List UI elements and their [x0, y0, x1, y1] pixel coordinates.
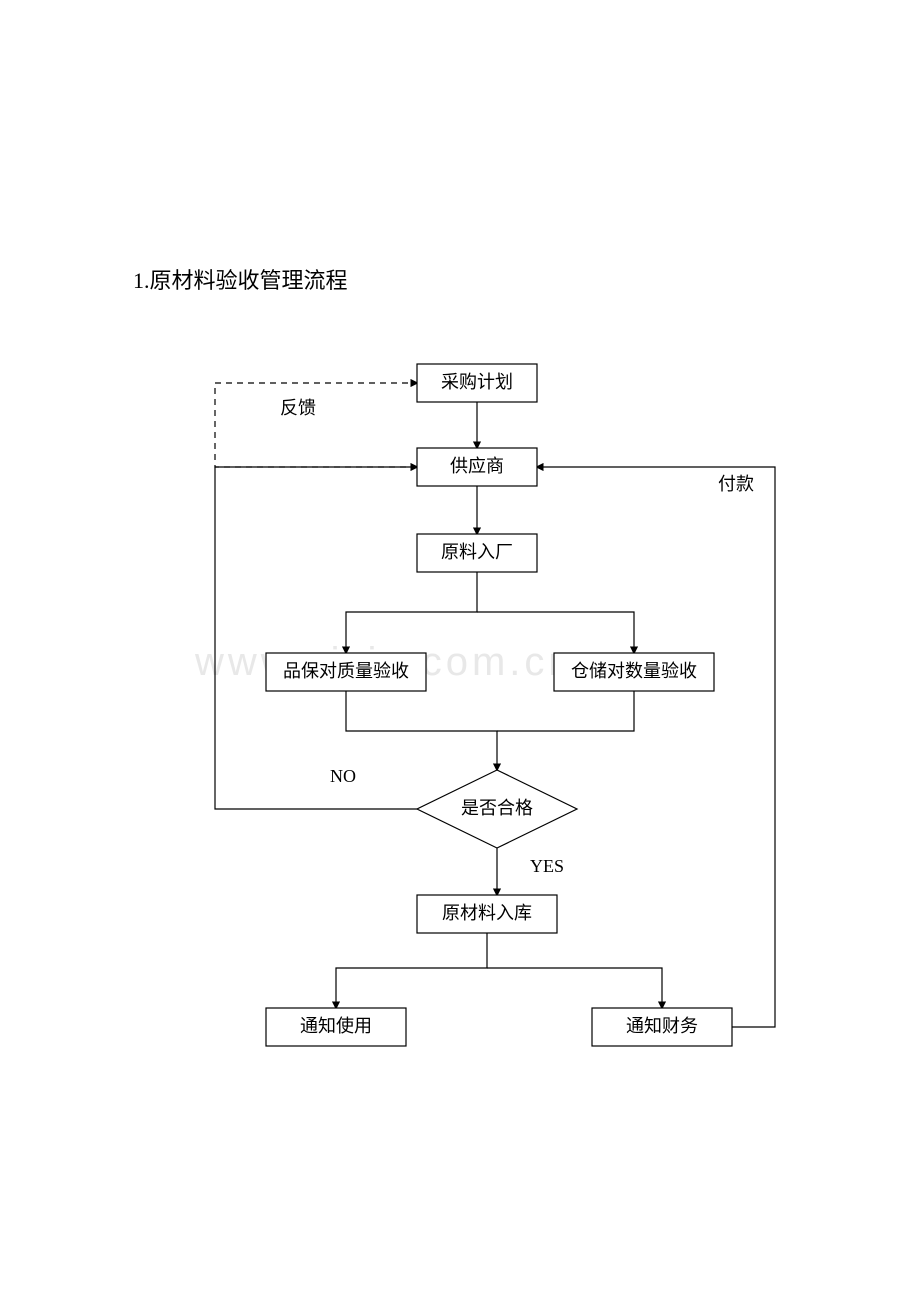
node-label-n3: 原料入厂	[441, 542, 513, 562]
node-label-n7: 原材料入库	[442, 903, 532, 923]
edge-e9	[215, 383, 417, 467]
node-label-n9: 通知财务	[626, 1016, 698, 1036]
node-label-n6: 是否合格	[461, 798, 533, 818]
flowchart: 采购计划供应商原料入厂品保对质量验收 仓储对数量验收是否合格原材料入库通知使用 通知…	[0, 0, 920, 1302]
node-label-n5: 仓储对数量验收	[571, 661, 697, 681]
edge-label-e6: NO	[330, 766, 356, 786]
edge-e6	[215, 467, 417, 809]
node-label-n2: 供应商	[450, 456, 504, 476]
node-label-n8: 通知使用	[300, 1016, 372, 1036]
edge-e3a	[346, 572, 477, 653]
edge-e4a	[346, 691, 497, 770]
edge-label-e8: 付款	[718, 474, 754, 494]
node-label-n4: 品保对质量验收	[283, 661, 409, 681]
node-label-n1: 采购计划	[441, 372, 513, 392]
edge-e3b	[477, 612, 634, 653]
edge-label-e9: 反馈	[280, 398, 316, 418]
edge-label-e5: YES	[530, 856, 564, 876]
edge-e8	[537, 467, 775, 1027]
edge-e4b	[497, 691, 634, 731]
edge-e7a	[336, 933, 487, 1008]
edge-e7b	[487, 968, 662, 1008]
